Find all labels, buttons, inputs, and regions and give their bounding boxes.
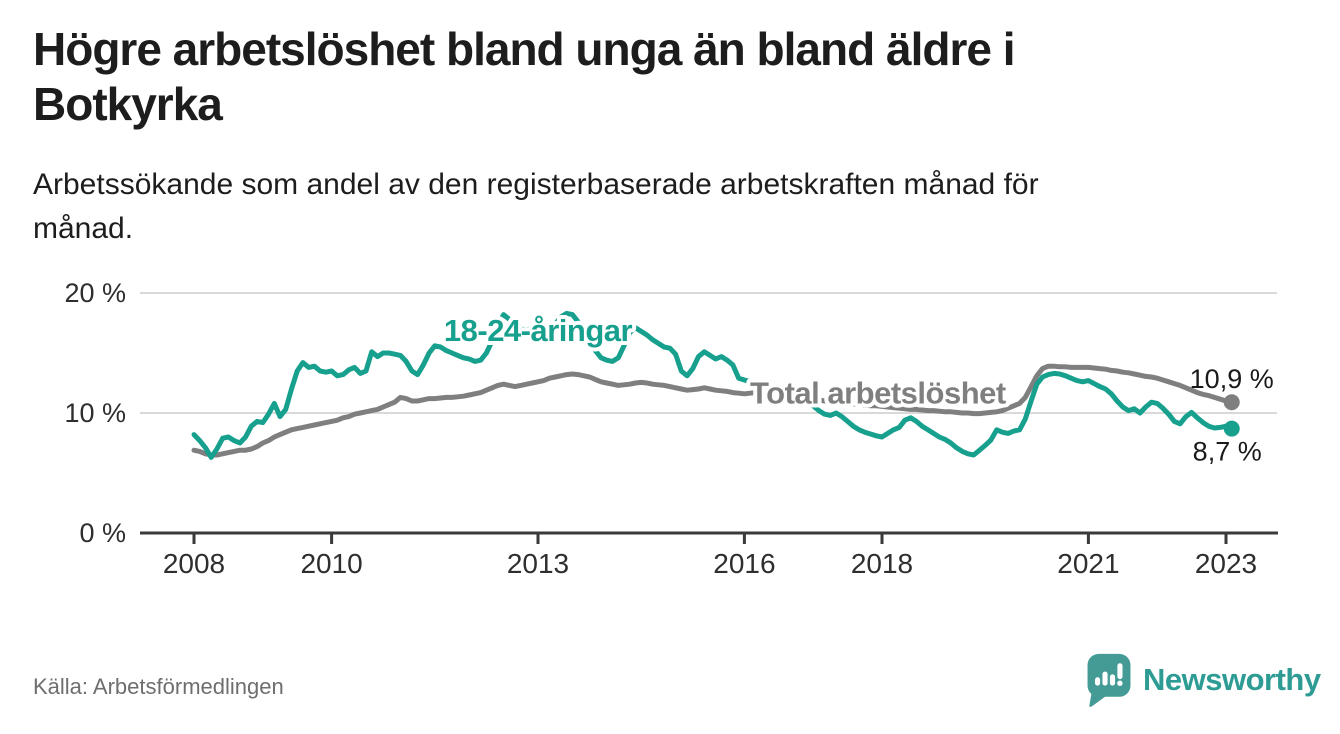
newsworthy-logo: Newsworthy — [1084, 652, 1321, 708]
logo-bar-2 — [1102, 671, 1108, 686]
page-title-line2: Botkyrka — [33, 78, 223, 131]
x-axis-label: 2008 — [163, 548, 225, 579]
series-line-total — [191, 363, 1235, 458]
logo-exclamation-dot — [1117, 680, 1123, 686]
x-axis-label: 2013 — [507, 548, 569, 579]
series-label: 18-24-åringar — [444, 313, 633, 348]
end-dot — [1223, 420, 1240, 437]
page-title-line1: Högre arbetslöshet bland unga än bland ä… — [33, 23, 1016, 75]
x-axis-label: 2018 — [851, 548, 913, 579]
logo-exclamation-stem — [1117, 663, 1123, 680]
y-axis-label: 0 % — [79, 518, 126, 548]
x-axis-label: 2010 — [300, 548, 362, 579]
x-axis-label: 2023 — [1195, 548, 1257, 579]
chart-subtitle-line1: Arbetssökande som andel av den registerb… — [33, 168, 1039, 201]
bar-chart-speech-bubble-icon — [1087, 653, 1131, 707]
page-title: Högre arbetslöshet bland unga än bland ä… — [33, 22, 1273, 132]
y-axis-label: 20 % — [64, 278, 126, 308]
chart-subtitle: Arbetssökande som andel av den registerb… — [33, 163, 1273, 252]
x-axis-label: 2016 — [713, 548, 775, 579]
logo-bubble-tail — [1089, 689, 1107, 707]
chart-subtitle-line2: månad. — [33, 212, 134, 246]
end-value-label: 8,7 % — [1193, 437, 1262, 467]
logo-bar-3 — [1109, 674, 1116, 686]
logo-bar-1 — [1095, 677, 1101, 686]
series-line-youth — [191, 310, 1235, 460]
unemployment-line-chart: 0 % 10 % 20 % 2008 2010 2013 2016 2018 2021 2023 1… — [0, 258, 1340, 598]
series-label: Total arbetslöshet — [750, 375, 1006, 410]
end-value-label: 10,9 % — [1190, 364, 1274, 394]
x-axis-label: 2021 — [1057, 548, 1119, 579]
brand-name: Newsworthy — [1143, 662, 1321, 697]
y-axis-label: 10 % — [64, 398, 126, 428]
chart-canvas: 0 % 10 % 20 % 2008 2010 2013 2016 2018 2021 2023 1… — [64, 278, 1278, 579]
end-dot — [1223, 394, 1240, 411]
source-note: Källa: Arbetsförmedlingen — [33, 674, 284, 699]
